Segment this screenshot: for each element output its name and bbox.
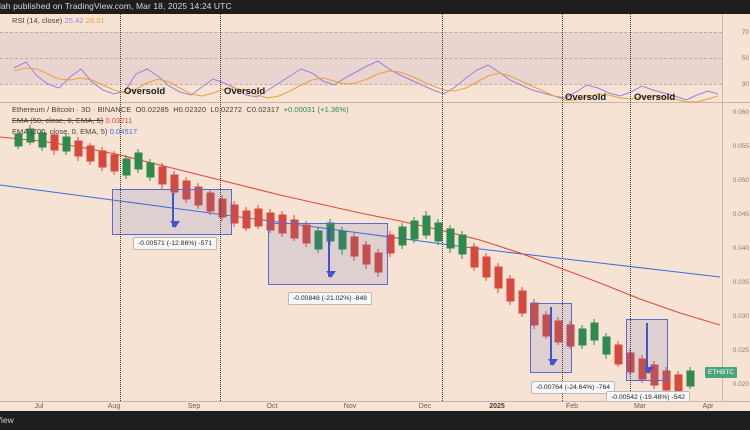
legend-interval[interactable]: 3D bbox=[81, 105, 91, 114]
oversold-annotation: Oversold bbox=[634, 92, 676, 103]
rsi-legend-value-1: 25.42 bbox=[64, 16, 84, 25]
publish-bar: llah published on TradingView.com, Mar 1… bbox=[0, 0, 750, 14]
rsi-line bbox=[13, 60, 719, 101]
time-axis-label: Nov bbox=[343, 403, 357, 410]
price-axis-tick: 0.035 bbox=[732, 279, 749, 286]
rsi-level-30 bbox=[0, 84, 722, 85]
time-axis[interactable]: Jul Aug Sep Oct Nov Dec 2025 Feb Mar Apr bbox=[0, 401, 750, 412]
rsi-pane: RSI (14, close) 25.42 28.01 bbox=[0, 14, 722, 103]
time-axis-label: Dec bbox=[418, 403, 432, 410]
publish-text: llah published on TradingView.com, Mar 1… bbox=[0, 1, 232, 11]
rsi-legend-title: RSI (14, close) bbox=[12, 16, 63, 25]
measure-arrow-2 bbox=[326, 227, 336, 278]
legend-change: +0.00031 (+1.36%) bbox=[283, 105, 349, 114]
rsi-plot bbox=[13, 60, 719, 103]
time-axis-label: 2025 bbox=[489, 403, 505, 410]
price-axis[interactable]: 0.060 0.055 0.050 0.045 0.040 0.035 0.03… bbox=[722, 103, 750, 401]
session-divider bbox=[442, 14, 443, 401]
rsi-axis-tick: 30 bbox=[741, 81, 749, 88]
price-axis-tick: 0.020 bbox=[732, 381, 749, 388]
legend-low: L0.02272 bbox=[210, 105, 243, 114]
time-axis-label: Jul bbox=[34, 403, 44, 410]
oversold-annotation: Oversold bbox=[224, 86, 266, 97]
price-axis-tick: 0.060 bbox=[732, 109, 749, 116]
tradingview-watermark: ngView bbox=[0, 415, 14, 425]
rsi-axis-tick: 50 bbox=[741, 55, 749, 62]
ema50-label: EMA (50, close, 0, EMA, 5) bbox=[12, 116, 104, 125]
time-axis-label: Oct bbox=[266, 403, 278, 410]
rsi-level-70 bbox=[0, 32, 722, 33]
oversold-annotation: Oversold bbox=[124, 86, 166, 97]
price-axis-tick: 0.045 bbox=[732, 211, 749, 218]
measure-arrow-4 bbox=[644, 323, 654, 374]
measure-label: -0.00764 (-24.64%) -764 bbox=[530, 381, 616, 394]
watermark-bar: ngView bbox=[0, 411, 750, 430]
rsi-price-axis[interactable]: 70 50 30 bbox=[722, 14, 750, 103]
time-axis-label: Feb bbox=[565, 403, 579, 410]
measure-label: -0.00848 (-21.02%) -848 bbox=[287, 292, 373, 305]
rsi-legend: RSI (14, close) 25.42 28.01 bbox=[12, 16, 105, 25]
price-axis-tick: 0.025 bbox=[732, 347, 749, 354]
price-axis-tick: 0.030 bbox=[732, 313, 749, 320]
rsi-legend-value-2: 28.01 bbox=[85, 16, 105, 25]
price-axis-tick: 0.040 bbox=[732, 245, 749, 252]
measure-arrow-1 bbox=[170, 193, 180, 228]
ema200-label: EMA (200, close, 0, EMA, 5) bbox=[12, 127, 108, 136]
legend-exchange: BINANCE bbox=[97, 105, 132, 114]
measure-arrow-3 bbox=[548, 307, 558, 366]
legend-open: O0.02285 bbox=[135, 105, 169, 114]
measure-label: -0.00571 (-12.86%) -571 bbox=[132, 237, 218, 250]
session-divider bbox=[562, 14, 563, 401]
price-legend-ema200[interactable]: EMA (200, close, 0, EMA, 5) 0.04517 bbox=[12, 127, 137, 136]
legend-high: H0.02320 bbox=[173, 105, 207, 114]
rsi-ma-line bbox=[13, 67, 719, 103]
ema50-value: 0.03211 bbox=[105, 116, 133, 125]
oversold-annotation: Oversold bbox=[565, 92, 607, 103]
time-axis-label: Apr bbox=[702, 403, 714, 410]
price-pane: Ethereum / Bitcoin · 3D · BINANCE O0.022… bbox=[0, 103, 722, 401]
rsi-level-50 bbox=[0, 58, 722, 59]
price-axis-tick: 0.055 bbox=[732, 143, 749, 150]
rsi-axis-tick: 70 bbox=[741, 29, 749, 36]
price-legend-ema50[interactable]: EMA (50, close, 0, EMA, 5) 0.03211 bbox=[12, 116, 132, 125]
time-axis-label: Sep bbox=[187, 403, 201, 410]
time-axis-label: Mar bbox=[633, 403, 647, 410]
price-axis-tick: 0.050 bbox=[732, 177, 749, 184]
session-divider bbox=[220, 14, 221, 401]
price-legend-main: Ethereum / Bitcoin · 3D · BINANCE O0.022… bbox=[12, 105, 349, 114]
time-axis-label: Aug bbox=[107, 403, 121, 410]
legend-close: C0.02317 bbox=[246, 105, 280, 114]
ema200-value: 0.04517 bbox=[109, 127, 138, 136]
last-price-badge: ETHBTC bbox=[705, 367, 737, 378]
session-divider bbox=[630, 14, 631, 401]
legend-symbol[interactable]: Ethereum / Bitcoin bbox=[12, 105, 75, 114]
session-divider bbox=[120, 14, 121, 401]
